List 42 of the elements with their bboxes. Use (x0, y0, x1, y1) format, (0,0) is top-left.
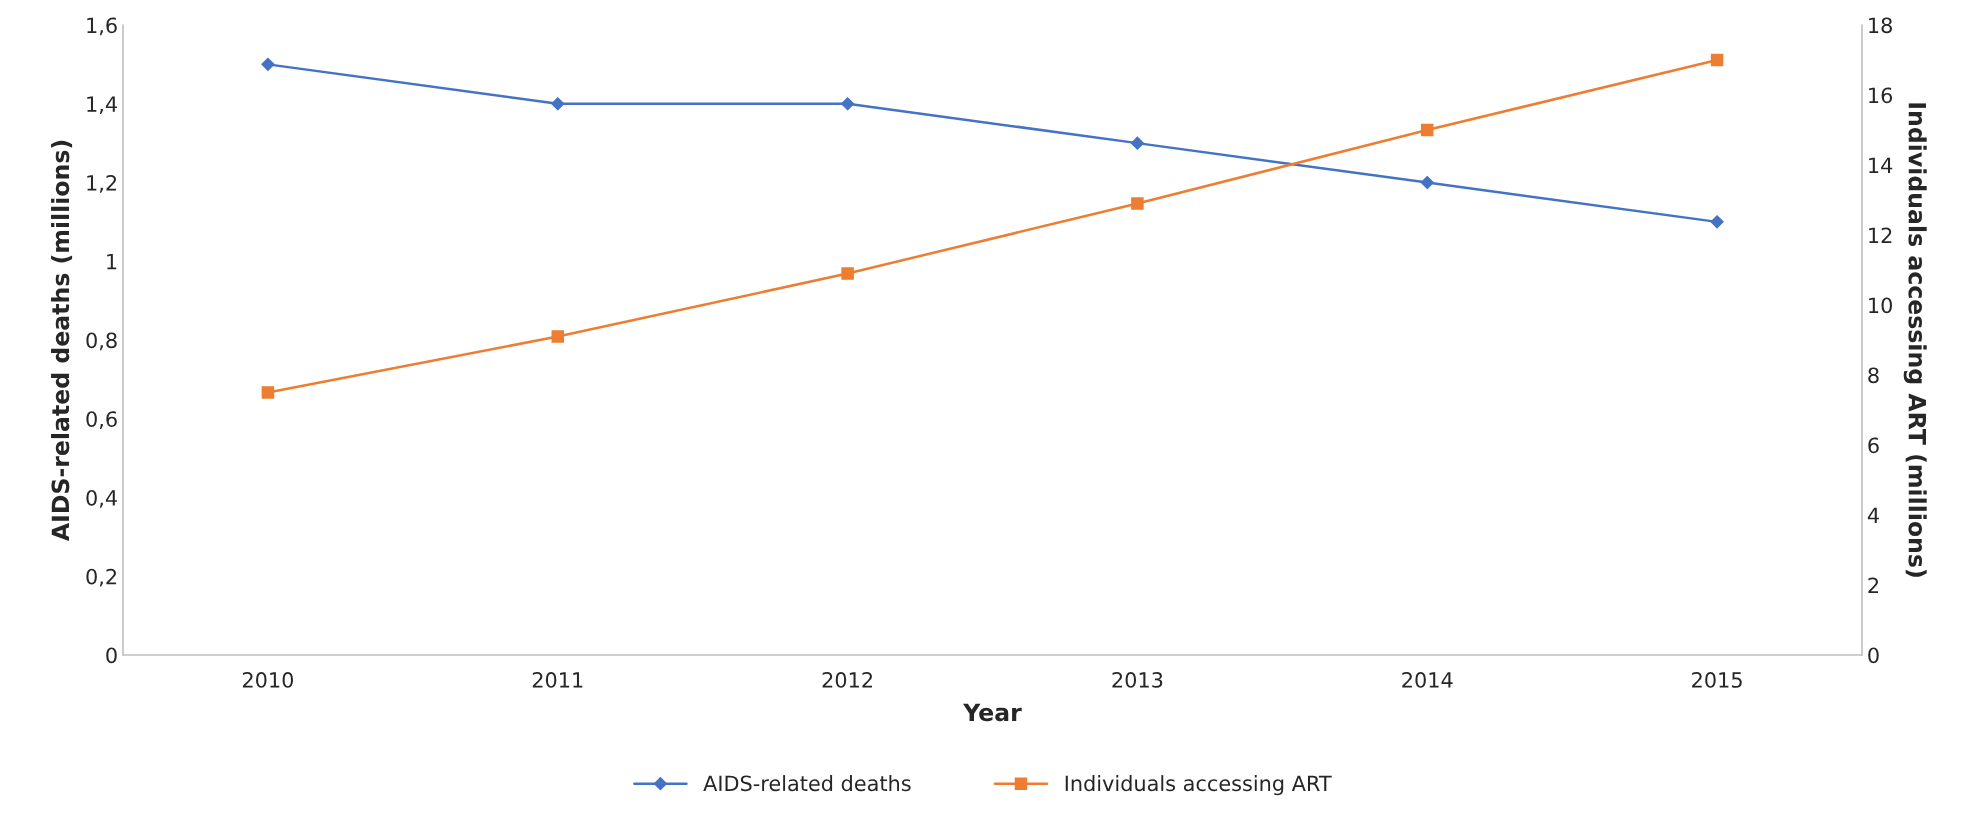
x-axis-title: Year (963, 703, 1022, 722)
y2-tick-label: 0 (1868, 647, 1879, 664)
y-tick-label: 1,2 (87, 174, 117, 193)
x-tick-label: 2014 (1402, 672, 1453, 688)
point (1420, 175, 1434, 190)
y2-tick-label: 6 (1868, 437, 1879, 454)
y-tick-label: 0,6 (86, 411, 117, 430)
x-tick-label: 2012 (822, 672, 873, 688)
point (551, 330, 565, 343)
legend-label: Individuals accessing ART (1065, 775, 1332, 796)
y-tick-label: 0 (106, 647, 117, 664)
x-tick-label: 2013 (1112, 672, 1163, 688)
y-tick-label: 0,2 (86, 568, 117, 587)
y-tick-label: 1,4 (87, 96, 117, 115)
y-axis-title: AIDS-related deaths (millions) (51, 140, 73, 542)
y2-tick-label: 14 (1869, 157, 1893, 173)
y-tick-label: 1,6 (87, 17, 117, 36)
point (551, 97, 565, 111)
y2-tick-label: 8 (1868, 367, 1879, 384)
y-tick-label: 1 (107, 253, 117, 270)
y2-tick-label: 16 (1869, 87, 1893, 104)
y2-tick-label: 2 (1868, 577, 1879, 593)
y2-axis-title: Individuals accessing ART (millions) (1903, 103, 1927, 577)
point (1130, 136, 1145, 150)
x-tick-label: 2010 (242, 672, 294, 688)
x-tick-label: 2011 (532, 672, 583, 688)
point (840, 97, 855, 111)
point (261, 57, 275, 71)
y-tick-label: 0,4 (86, 489, 117, 508)
point (841, 267, 854, 280)
y-tick-label: 0,8 (86, 332, 117, 351)
point (1420, 123, 1434, 137)
legend-label: AIDS-related deaths (703, 775, 911, 792)
point (1710, 53, 1724, 67)
y2-tick-label: 18 (1869, 17, 1892, 34)
point (1710, 215, 1724, 229)
point (1131, 197, 1144, 210)
y2-tick-label: 10 (1869, 297, 1892, 314)
point (261, 386, 275, 399)
x-tick-label: 2015 (1692, 672, 1742, 688)
y2-tick-label: 4 (1867, 507, 1879, 523)
y2-tick-label: 12 (1869, 227, 1892, 243)
